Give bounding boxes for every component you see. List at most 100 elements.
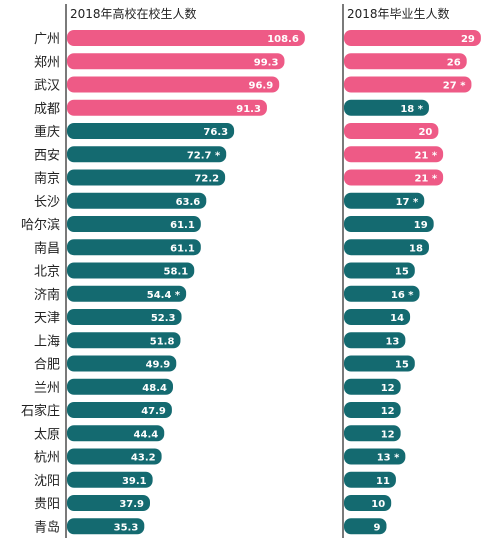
graduates-value-label: 27 * [443,81,466,92]
enrollment-bar [67,192,207,209]
graduates-bar [344,76,472,93]
right-panel-bars: 29 26 27 * 18 * 20 21 * 21 * 17 * 19 18 15 16 * 14 13… [344,30,481,535]
graduates-bar [344,169,444,186]
graduates-value-label: 15 [395,360,409,371]
graduates-value-label: 14 [390,313,404,324]
enrollment-value-label: 43.2 [131,453,156,464]
enrollment-bar [67,169,226,186]
enrollment-bar [67,123,235,139]
enrollment-bar [67,30,305,46]
enrollment-bar [67,332,181,349]
category-label: 西安 [34,148,60,163]
graduates-bar [344,99,429,116]
graduates-bar [344,262,415,279]
graduates-bar [344,471,396,488]
graduates-bar [344,53,467,70]
category-label: 成都 [34,102,60,117]
category-label: 上海 [34,334,60,349]
enrollment-bar [67,239,201,256]
category-label: 合肥 [34,358,60,373]
graduates-value-label: 17 * [396,197,419,208]
enrollment-bar [67,495,151,511]
category-label: 青岛 [34,519,60,535]
enrollment-value-label: 96.9 [249,81,274,92]
category-label: 武汉 [34,79,60,94]
category-label: 重庆 [34,124,60,140]
graduates-value-label: 13 * [377,453,400,464]
enrollment-value-label: 51.8 [150,336,175,347]
graduates-value-label: 12 [381,429,395,440]
graduates-bar [344,309,411,325]
graduates-value-label: 13 [385,336,399,347]
graduates-bar [344,239,429,256]
category-label: 哈尔滨 [21,217,60,233]
graduates-value-label: 16 * [391,290,414,301]
enrollment-value-label: 108.6 [267,34,299,45]
graduates-bar [344,285,420,302]
enrollment-value-label: 61.1 [170,220,195,231]
graduates-value-label: 20 [418,127,432,138]
category-label: 天津 [34,311,60,326]
enrollment-bar [67,355,177,372]
enrollment-value-label: 63.6 [176,197,201,208]
graduates-bar [344,192,425,209]
enrollment-value-label: 48.4 [142,383,167,394]
category-label: 沈阳 [34,474,60,489]
category-label: 北京 [34,265,60,280]
left-panel-bars: 108.6 99.3 96.9 91.3 76.3 72.7 * 72.2 63.6 61.1 6… [67,30,305,535]
graduates-bar [344,518,387,535]
enrollment-value-label: 72.2 [194,174,219,185]
enrollment-bar [67,425,165,442]
enrollment-bar [67,262,195,279]
graduates-bar [344,402,401,418]
graduates-bar [344,332,406,349]
left-panel-title: 2018年高校在校生人数 [70,6,197,21]
graduates-value-label: 11 [376,476,390,487]
graduates-value-label: 15 [395,267,409,278]
category-label: 杭州 [34,451,60,466]
enrollment-bar [67,378,173,395]
enrollment-bar [67,402,172,418]
enrollment-bar [67,285,187,302]
enrollment-value-label: 91.3 [236,104,261,115]
graduates-bar [344,123,439,139]
enrollment-value-label: 76.3 [203,127,228,138]
graduates-bar [344,425,401,442]
graduates-value-label: 18 * [400,104,423,115]
enrollment-value-label: 58.1 [164,267,189,278]
category-labels: 广州郑州武汉成都重庆西安南京长沙哈尔滨南昌北京济南天津上海合肥兰州石家庄太原杭州… [21,32,60,535]
graduates-bar [344,30,481,46]
graduates-value-label: 12 [381,406,395,417]
graduates-value-label: 29 [461,34,475,45]
enrollment-bar [67,146,227,163]
enrollment-value-label: 47.9 [141,406,166,417]
enrollment-bar [67,309,182,325]
enrollment-value-label: 99.3 [254,57,279,68]
enrollment-bar [67,99,267,116]
enrollment-bar [67,53,285,70]
enrollment-value-label: 54.4 * [147,290,181,301]
enrollment-bar [67,216,201,232]
graduates-bar [344,355,415,372]
enrollment-value-label: 49.9 [146,360,171,371]
enrollment-value-label: 44.4 [134,429,159,440]
graduates-value-label: 19 [414,220,428,231]
graduates-value-label: 21 * [414,150,437,161]
enrollment-value-label: 52.3 [151,313,176,324]
category-label: 石家庄 [21,403,60,419]
enrollment-bar [67,448,162,465]
graduates-bar [344,146,444,163]
category-label: 广州 [34,32,60,47]
graduates-value-label: 9 [374,522,381,533]
enrollment-value-label: 37.9 [119,499,144,510]
category-label: 太原 [34,427,60,442]
enrollment-bar [67,471,153,488]
category-label: 济南 [34,287,60,303]
graduates-bar [344,216,434,232]
enrollment-value-label: 39.1 [122,476,147,487]
graduates-value-label: 10 [371,499,385,510]
graduates-value-label: 26 [447,57,461,68]
enrollment-value-label: 61.1 [170,243,195,254]
category-label: 兰州 [34,381,60,396]
